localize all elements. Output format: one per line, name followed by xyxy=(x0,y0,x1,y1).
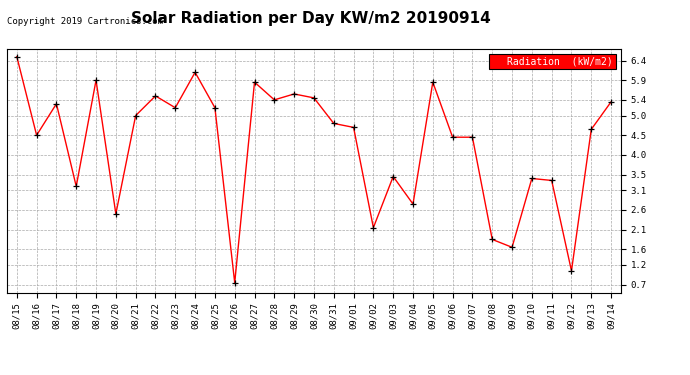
Legend: Radiation  (kW/m2): Radiation (kW/m2) xyxy=(489,54,616,69)
Text: Copyright 2019 Cartronics.com: Copyright 2019 Cartronics.com xyxy=(7,17,163,26)
Text: Solar Radiation per Day KW/m2 20190914: Solar Radiation per Day KW/m2 20190914 xyxy=(130,11,491,26)
